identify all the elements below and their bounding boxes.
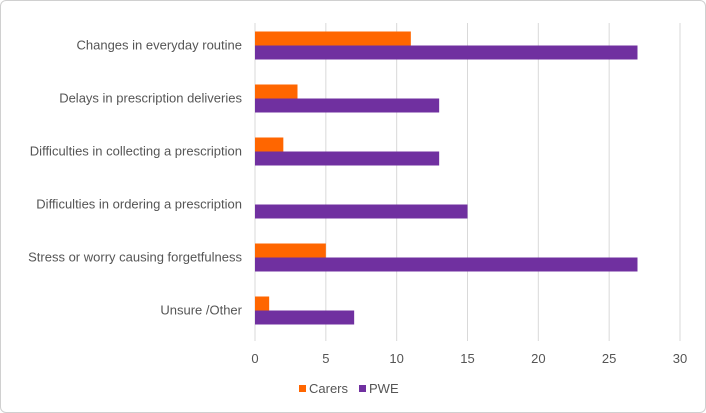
category-label: Unsure /Other xyxy=(160,303,242,318)
legend-label-carers: Carers xyxy=(309,381,349,396)
x-tick-label: 10 xyxy=(389,351,403,366)
bar-pwe xyxy=(255,310,355,325)
bar-carers xyxy=(255,31,411,46)
x-tick-label: 30 xyxy=(673,351,687,366)
x-tick-label: 25 xyxy=(602,351,616,366)
bar-carers xyxy=(255,84,298,99)
bar-carers xyxy=(255,296,270,311)
legend-swatch-carers xyxy=(299,385,306,392)
category-label: Difficulties in collecting a prescriptio… xyxy=(30,144,242,159)
bar-pwe xyxy=(255,151,440,166)
bar-pwe xyxy=(255,98,440,113)
x-tick-label: 15 xyxy=(460,351,474,366)
category-label: Delays in prescription deliveries xyxy=(59,91,242,106)
bar-carers xyxy=(255,137,284,152)
bar-pwe xyxy=(255,257,638,272)
bar-pwe xyxy=(255,204,468,219)
x-tick-label: 0 xyxy=(251,351,258,366)
legend-swatch-pwe xyxy=(359,385,366,392)
category-label: Difficulties in ordering a prescription xyxy=(36,197,242,212)
bar-carers xyxy=(255,243,326,258)
category-label: Changes in everyday routine xyxy=(77,38,243,53)
legend-label-pwe: PWE xyxy=(369,381,399,396)
x-tick-label: 20 xyxy=(531,351,545,366)
category-label: Stress or worry causing forgetfulness xyxy=(28,250,242,265)
x-tick-label: 5 xyxy=(322,351,329,366)
bar-pwe xyxy=(255,45,638,60)
